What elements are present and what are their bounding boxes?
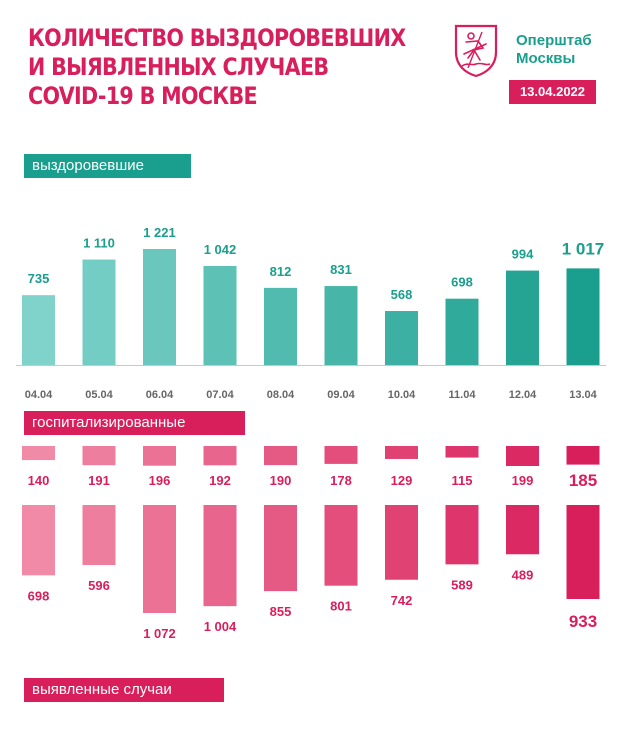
date-tick-12.04: 12.04	[509, 389, 537, 401]
recovered-value-13.04: 1 017	[562, 239, 605, 258]
date-tick-09.04: 09.04	[327, 389, 355, 401]
hospitalized-value-08.04: 190	[270, 473, 292, 488]
date-badge: 13.04.2022	[509, 80, 596, 104]
cases-value-13.04: 933	[569, 612, 597, 631]
hospitalized-value-05.04: 191	[88, 473, 110, 488]
hospitalized-bar-11.04	[445, 446, 479, 458]
moscow-coat-of-arms-icon	[454, 24, 498, 78]
hospitalized-bar-10.04	[385, 446, 418, 459]
date-tick-07.04: 07.04	[206, 389, 234, 401]
hospitalized-bar-06.04	[143, 446, 176, 466]
cases-label: выявленные случаи	[24, 678, 224, 702]
hospitalized-value-06.04: 196	[149, 473, 171, 488]
date-tick-04.04: 04.04	[25, 389, 53, 401]
title-line-1: КОЛИЧЕСТВО ВЫЗДОРОВЕВШИХ	[28, 24, 406, 52]
cases-value-11.04: 589	[451, 577, 473, 592]
recovered-bar-07.04	[203, 266, 237, 365]
cases-bar-12.04	[506, 505, 539, 555]
recovered-value-05.04: 1 110	[83, 236, 115, 251]
recovered-value-12.04: 994	[512, 247, 534, 262]
hospitalized-bar-07.04	[203, 446, 237, 466]
cases-value-04.04: 698	[28, 588, 50, 603]
recovered-bar-10.04	[385, 311, 418, 365]
cases-bar-05.04	[82, 505, 116, 566]
date-tick-11.04: 11.04	[449, 389, 477, 401]
date-tick-06.04: 06.04	[146, 389, 174, 401]
date-tick-13.04: 13.04	[569, 389, 597, 401]
cases-bar-09.04	[324, 505, 358, 586]
cases-bar-04.04	[22, 505, 55, 576]
hospitalized-value-12.04: 199	[512, 473, 534, 488]
recovered-value-10.04: 568	[391, 287, 413, 302]
hospitalized-label: госпитализированные	[24, 411, 245, 435]
cases-bar-11.04	[445, 505, 479, 565]
hospitalized-bar-12.04	[506, 446, 539, 466]
hospitalized-value-04.04: 140	[28, 473, 50, 488]
recovered-bar-12.04	[506, 270, 539, 365]
recovered-bar-09.04	[324, 286, 358, 365]
title-line-3: COVID-19 В МОСКВЕ	[28, 82, 258, 110]
cases-bar-06.04	[143, 505, 176, 613]
recovered-bar-05.04	[82, 259, 116, 365]
recovered-bar-13.04	[566, 268, 600, 365]
cases-value-10.04: 742	[391, 593, 413, 608]
date-tick-08.04: 08.04	[267, 389, 295, 401]
recovered-value-09.04: 831	[330, 262, 352, 277]
recovered-bar-11.04	[445, 298, 479, 365]
title-line-2: И ВЫЯВЛЕННЫХ СЛУЧАЕВ	[28, 53, 329, 81]
logo-text: Оперштаб Москвы	[516, 32, 592, 68]
date-tick-10.04: 10.04	[388, 389, 416, 401]
recovered-value-11.04: 698	[451, 275, 473, 290]
recovered-value-06.04: 1 221	[143, 225, 176, 240]
recovered-value-07.04: 1 042	[204, 242, 237, 257]
cases-value-06.04: 1 072	[143, 626, 176, 641]
cases-bar-07.04	[203, 505, 237, 607]
hospitalized-bar-13.04	[566, 446, 600, 465]
cases-bar-13.04	[566, 505, 600, 599]
recovered-value-08.04: 812	[270, 264, 292, 279]
hospitalized-bar-08.04	[264, 446, 297, 466]
cases-value-05.04: 596	[88, 578, 110, 593]
hospitalized-value-13.04: 185	[569, 471, 597, 490]
cases-value-08.04: 855	[270, 604, 292, 619]
hospitalized-bar-04.04	[22, 446, 55, 461]
hospitalized-value-09.04: 178	[330, 473, 352, 488]
logo-line-2: Москвы	[516, 50, 576, 67]
cases-value-07.04: 1 004	[204, 619, 237, 634]
hospitalized-value-11.04: 115	[452, 473, 473, 488]
recovered-label: выздоровевшие	[24, 154, 191, 178]
cases-bar-10.04	[385, 505, 418, 580]
recovered-bar-04.04	[22, 295, 55, 365]
page-title: КОЛИЧЕСТВО ВЫЗДОРОВЕВШИХ И ВЫЯВЛЕННЫХ СЛ…	[28, 24, 406, 111]
hospitalized-bar-05.04	[82, 446, 116, 466]
logo-line-1: Оперштаб	[516, 32, 592, 49]
cases-value-09.04: 801	[330, 599, 352, 614]
recovered-bar-08.04	[264, 287, 297, 365]
hospitalized-value-10.04: 129	[391, 473, 413, 488]
recovered-value-04.04: 735	[28, 271, 50, 286]
date-tick-05.04: 05.04	[85, 389, 113, 401]
cases-bar-08.04	[264, 505, 297, 592]
cases-value-12.04: 489	[512, 567, 534, 582]
hospitalized-value-07.04: 192	[209, 473, 231, 488]
hospitalized-bar-09.04	[324, 446, 358, 464]
recovered-bar-06.04	[143, 249, 176, 365]
